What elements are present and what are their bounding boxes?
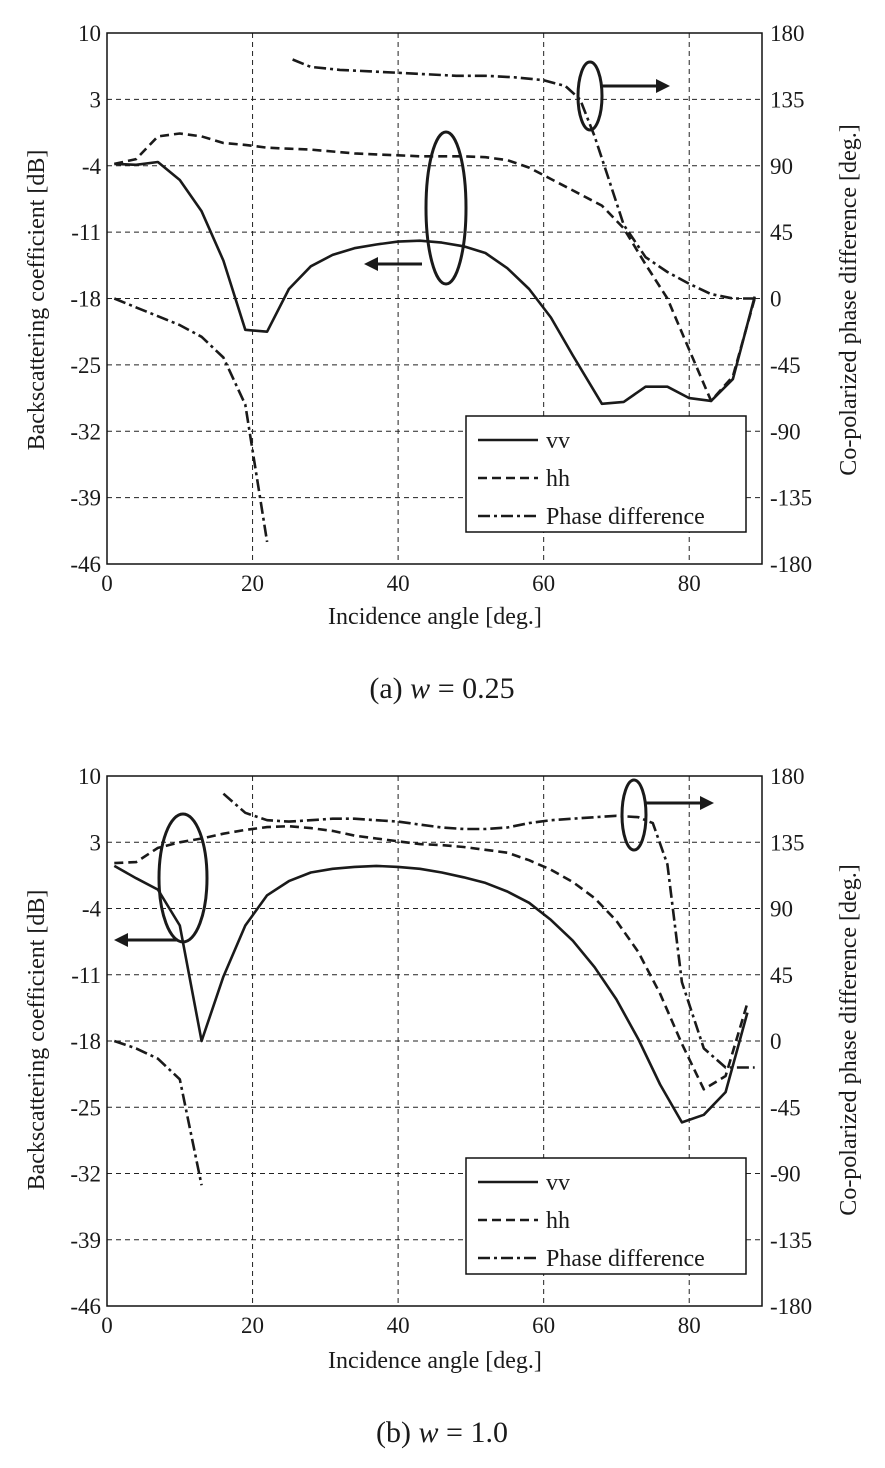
y-tick-label: -32 bbox=[70, 1162, 101, 1187]
y2-tick-label: 135 bbox=[770, 87, 805, 112]
legend-label: hh bbox=[546, 466, 570, 492]
y2-tick-label: 180 bbox=[770, 21, 805, 46]
series-marker-loop-right-icon bbox=[620, 778, 648, 852]
series-marker-loop-left-icon bbox=[157, 812, 209, 944]
caption: (a) w = 0.25 bbox=[369, 672, 514, 705]
y2-tick-label: 45 bbox=[770, 963, 793, 988]
plot-frame bbox=[106, 775, 763, 1307]
series-line-phase-difference bbox=[113, 297, 269, 543]
y2-tick-label: 90 bbox=[770, 154, 793, 179]
y-tick-label: -4 bbox=[82, 897, 102, 922]
series-line-vv bbox=[113, 864, 749, 1124]
y2-tick-label: -90 bbox=[770, 419, 801, 444]
y2-tick-label: -90 bbox=[770, 1162, 801, 1187]
series-line-hh bbox=[114, 824, 749, 1091]
x-tick-label: 60 bbox=[532, 571, 555, 596]
y2-tick-label: -45 bbox=[770, 1095, 801, 1120]
y-tick-label: 3 bbox=[90, 87, 102, 112]
y2-tick-label: 0 bbox=[770, 1029, 782, 1054]
x-tick-label: 0 bbox=[101, 571, 113, 596]
x-tick-label: 40 bbox=[387, 571, 410, 596]
y2-axis-label: Co-polarized phase difference [deg.] bbox=[836, 864, 862, 1215]
plot-frame bbox=[106, 32, 763, 565]
y-tick-label: 10 bbox=[78, 21, 101, 46]
y2-tick-label: 135 bbox=[770, 830, 805, 855]
y-tick-label: 10 bbox=[78, 764, 101, 789]
series-line-phase-difference bbox=[292, 58, 755, 300]
x-axis-label: Incidence angle [deg.] bbox=[328, 604, 542, 630]
series-line-phase-difference bbox=[113, 1039, 203, 1186]
legend-label: Phase difference bbox=[546, 504, 705, 530]
chart-panel-a: 0 20 40 60 80 10 3 -4 -11 -18 -25 -32 -39 -46 180 135 90… bbox=[24, 21, 862, 705]
y2-tick-label: -180 bbox=[770, 552, 812, 577]
y-axis-label: Backscattering coefficient [dB] bbox=[24, 150, 50, 451]
y-tick-label: -46 bbox=[70, 1294, 101, 1319]
left-arrowhead-icon bbox=[114, 933, 128, 947]
y2-tick-label: 0 bbox=[770, 287, 782, 312]
legend-label: Phase difference bbox=[546, 1246, 705, 1272]
y2-tick-label: -45 bbox=[770, 353, 801, 378]
y-tick-label: -11 bbox=[71, 220, 101, 245]
y-tick-label: -32 bbox=[70, 419, 101, 444]
left-arrowhead-icon bbox=[364, 257, 378, 271]
y2-axis-label: Co-polarized phase difference [deg.] bbox=[836, 124, 862, 475]
legend-label: vv bbox=[546, 428, 570, 454]
x-tick-label: 60 bbox=[532, 1313, 555, 1338]
caption: (b) w = 1.0 bbox=[376, 1416, 508, 1449]
legend bbox=[465, 1157, 747, 1275]
y-tick-label: -25 bbox=[70, 1095, 101, 1120]
y-tick-label: -39 bbox=[70, 1228, 101, 1253]
y-tick-label: -18 bbox=[70, 287, 101, 312]
right-arrowhead-icon bbox=[700, 796, 714, 810]
y-tick-label: -39 bbox=[70, 486, 101, 511]
x-tick-label: 80 bbox=[678, 571, 701, 596]
legend-label: hh bbox=[546, 1208, 570, 1234]
y2-tick-label: 180 bbox=[770, 764, 805, 789]
x-tick-label: 80 bbox=[678, 1313, 701, 1338]
chart-panel-b: 0 20 40 60 80 10 3 -4 -11 -18 -25 -32 -39 -46 180 135 90… bbox=[24, 764, 862, 1449]
y-tick-label: -46 bbox=[70, 552, 101, 577]
y2-tick-label: -180 bbox=[770, 1294, 812, 1319]
y2-tick-label: 90 bbox=[770, 897, 793, 922]
x-tick-label: 20 bbox=[241, 571, 264, 596]
series-line-vv bbox=[114, 160, 756, 406]
y-tick-label: -25 bbox=[70, 353, 101, 378]
x-tick-label: 20 bbox=[241, 1313, 264, 1338]
y-tick-label: -11 bbox=[71, 963, 101, 988]
legend bbox=[465, 415, 747, 533]
y-axis-label: Backscattering coefficient [dB] bbox=[24, 890, 50, 1191]
y2-tick-label: -135 bbox=[770, 1228, 812, 1253]
y2-tick-label: 45 bbox=[770, 220, 793, 245]
y-tick-label: 3 bbox=[90, 830, 102, 855]
x-axis-label: Incidence angle [deg.] bbox=[328, 1348, 542, 1374]
series-marker-loop-right-icon bbox=[576, 60, 604, 132]
right-arrowhead-icon bbox=[656, 79, 670, 93]
series-line-phase-difference bbox=[222, 792, 755, 1069]
legend-label: vv bbox=[546, 1170, 570, 1196]
x-tick-label: 0 bbox=[101, 1313, 113, 1338]
y-tick-label: -4 bbox=[82, 154, 102, 179]
y2-tick-label: -135 bbox=[770, 486, 812, 511]
x-tick-label: 40 bbox=[387, 1313, 410, 1338]
series-marker-loop-left-icon bbox=[424, 130, 468, 286]
y-tick-label: -18 bbox=[70, 1029, 101, 1054]
